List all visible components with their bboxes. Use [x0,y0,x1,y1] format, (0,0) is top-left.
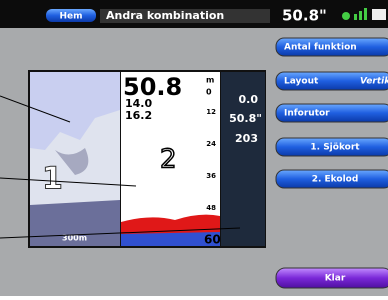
menu-label[interactable]: 1. Sjökort [310,143,360,153]
home-label[interactable]: Hem [59,12,82,22]
screen: Hem Andra kombination 50.8" Antal funkti… [0,0,388,296]
status-icon [372,9,386,20]
menu-label[interactable]: Antal funktion [284,43,357,53]
scale-label: 12 [206,108,216,116]
readout: 16.2 [125,109,152,122]
layout-value[interactable]: Vertik [360,77,388,87]
menu-label[interactable]: Inforutor [284,109,330,119]
data-field: 50.8" [229,112,262,125]
data-field: 0.0 [239,93,259,106]
signal-bar [359,11,362,20]
signal-bar [364,8,367,20]
depth-readout: 50.8" [282,7,327,25]
range-bottom: 60 [204,233,221,247]
signal-bar [354,14,357,20]
gps-icon [342,12,350,20]
done-label[interactable]: Klar [325,274,346,284]
range-top: 0 [206,88,212,97]
menu-label[interactable]: 2. Ekolod [312,175,359,185]
scale-label: 36 [206,172,216,180]
depth-unit: m [206,76,214,85]
sonar-pane-number: 2 [160,145,177,175]
title: Andra kombination [106,9,224,22]
scale-label: 48 [206,204,216,212]
scale-label: 24 [206,140,216,148]
chart-pane-number: 1 [42,162,63,197]
menu-label[interactable]: Layout [284,77,319,87]
data-field: 203 [235,132,258,145]
